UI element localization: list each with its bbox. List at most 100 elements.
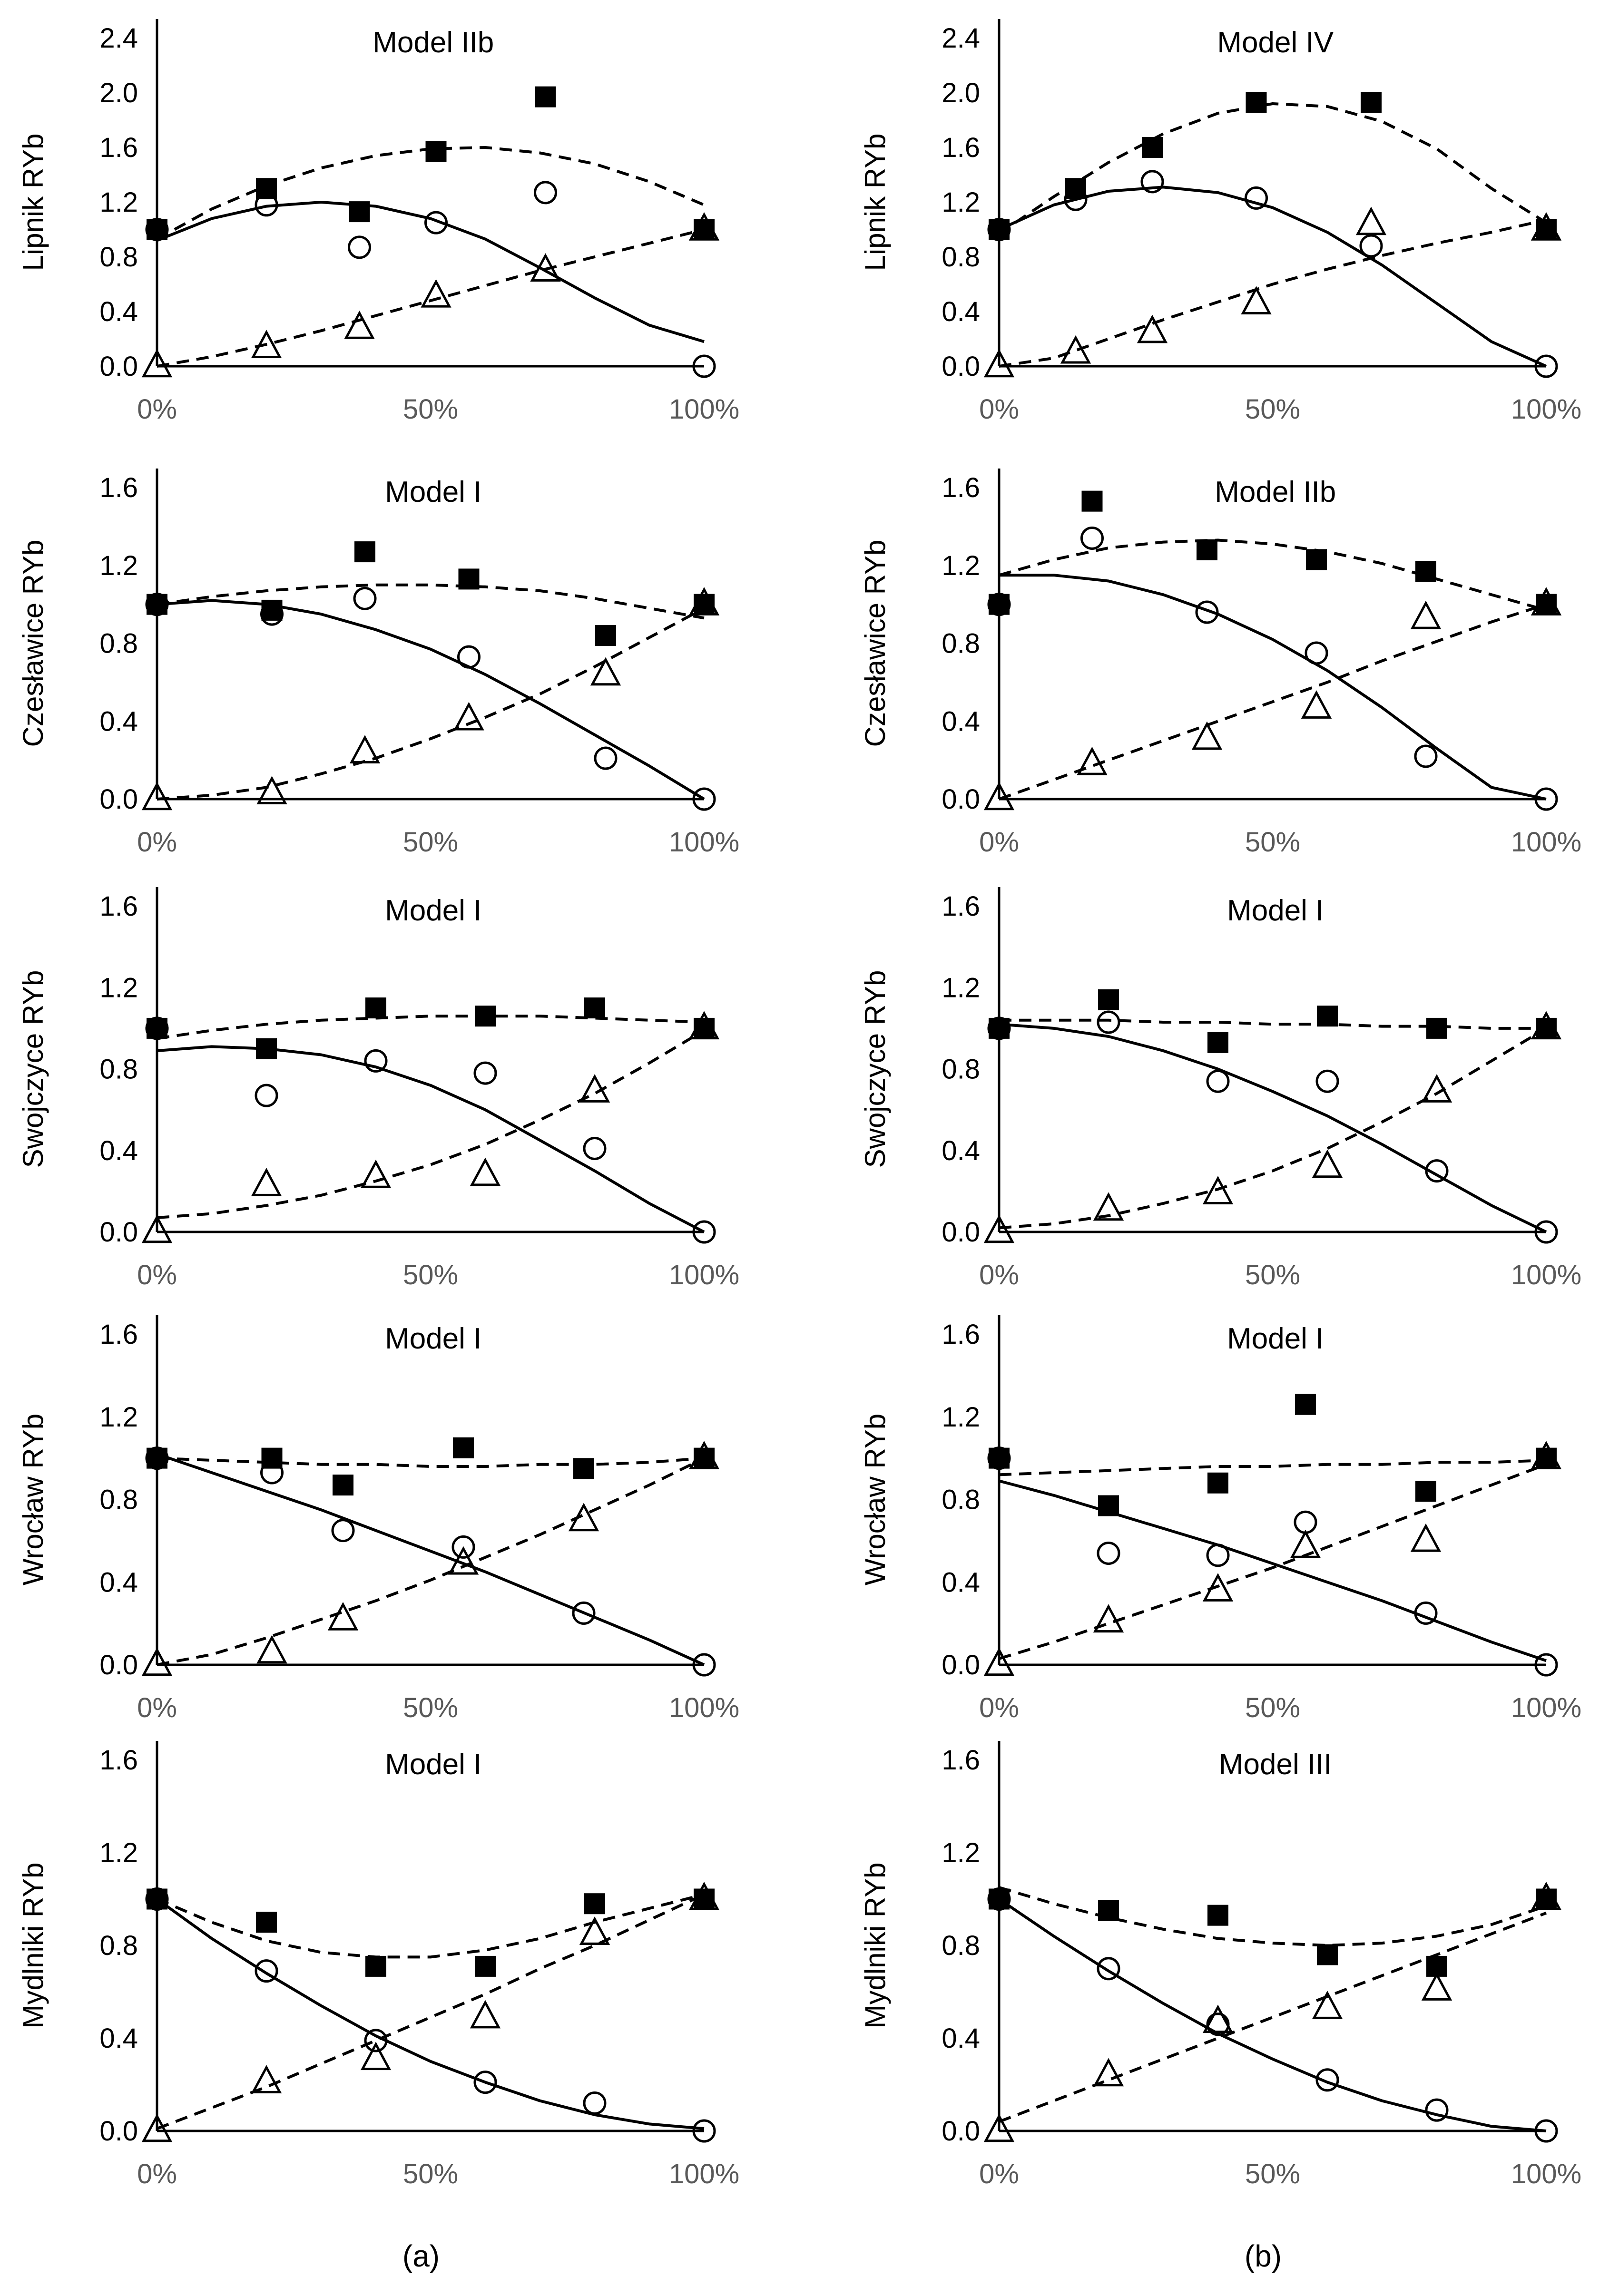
chart-panel-a-4: 0.0 0.4 0.8 1.2 1.6 0% 50% 100% Wrocław RYb Model… — [17, 1315, 739, 1723]
square-point — [453, 1437, 474, 1458]
square-point — [1142, 137, 1163, 158]
triangle-point — [141, 349, 173, 378]
square-point — [584, 997, 605, 1019]
square-point — [256, 1912, 277, 1933]
x-tick-label: 100% — [669, 827, 739, 858]
y-axis-label: Mydlniki RYb — [17, 1862, 49, 2028]
circle-point — [255, 1959, 278, 1983]
fit-line-triangles — [157, 228, 705, 368]
y-tick-label: 0.8 — [942, 1485, 980, 1515]
square-point — [147, 1447, 167, 1469]
chart-panel-a-5: 0.0 0.4 0.8 1.2 1.6 0% 50% 100% Mydlniki RYb Mode… — [17, 1741, 739, 2189]
circle-point — [1294, 1510, 1317, 1534]
circle-point — [473, 1061, 497, 1085]
circle-point — [364, 2029, 388, 2052]
chart-panel-b-5: 0.0 0.4 0.8 1.2 1.6 0% 50% 100% Mydlniki RYb Mode… — [859, 1741, 1581, 2189]
y-axis-label: Czesławice RYb — [17, 540, 49, 747]
fit-line-triangles — [999, 1463, 1547, 1660]
circle-point — [1425, 1159, 1449, 1183]
y-tick-label: 0.0 — [942, 1217, 980, 1248]
fit-line-circles — [157, 599, 705, 801]
circle-point — [692, 1220, 716, 1244]
y-tick-label: 0.8 — [942, 1054, 980, 1085]
y-axis-label: Wrocław RYb — [859, 1414, 891, 1585]
y-tick-label: 0.8 — [942, 1930, 980, 1961]
triangle-point — [141, 782, 173, 811]
triangle-point — [360, 1159, 392, 1188]
circle-point — [1097, 1010, 1120, 1034]
fit-line-squares — [999, 1459, 1547, 1476]
square-point — [1317, 1944, 1338, 1965]
y-tick-label: 1.6 — [99, 891, 138, 922]
y-tick-label: 1.2 — [99, 550, 138, 581]
circle-point — [583, 2091, 607, 2115]
y-tick-label: 1.6 — [99, 472, 138, 503]
chart-panel-a-1: 0.0 0.4 0.8 1.2 1.6 2.0 2.4 0% 50% 100% Lipnik RYb… — [17, 19, 739, 425]
x-tick-label: 0% — [137, 1692, 177, 1723]
triangle-point — [1421, 1972, 1452, 2001]
circle-point — [1534, 1220, 1558, 1244]
triangle-point — [1202, 2004, 1234, 2033]
square-point — [425, 141, 447, 162]
triangle-point — [256, 1635, 287, 1664]
triangle-point — [1410, 600, 1442, 629]
circle-point — [1534, 787, 1558, 811]
x-tick-label: 100% — [1511, 1260, 1581, 1290]
y-tick-label: 0.0 — [99, 351, 138, 382]
square-point — [1207, 1905, 1228, 1926]
triangle-point — [1093, 1192, 1124, 1221]
y-tick-label: 1.6 — [942, 472, 980, 503]
y-tick-label: 1.6 — [99, 132, 138, 163]
fit-line-squares — [999, 538, 1547, 612]
chart-panel-a-2: 0.0 0.4 0.8 1.2 1.6 0% 50% 100% Czesławice RYb Mo… — [17, 469, 739, 858]
x-tick-label: 100% — [1511, 2159, 1581, 2189]
square-point — [584, 1893, 605, 1915]
chart-title: Model I — [385, 1322, 481, 1355]
x-tick-label: 0% — [137, 827, 177, 858]
square-point — [1065, 178, 1086, 199]
fit-line-squares — [156, 1893, 705, 1959]
square-point — [147, 1888, 167, 1910]
chart-panel-b-2: 0.0 0.4 0.8 1.2 1.6 0% 50% 100% Czesławice RYb Mo… — [859, 469, 1581, 858]
y-tick-label: 0.8 — [942, 242, 980, 273]
y-tick-label: 1.6 — [99, 1319, 138, 1350]
chart-title: Model I — [385, 894, 481, 927]
circle-point — [1206, 1544, 1230, 1567]
triangle-point — [983, 782, 1015, 811]
circle-point — [1206, 1069, 1230, 1093]
y-tick-label: 1.2 — [99, 1402, 138, 1433]
triangle-point — [579, 1916, 610, 1945]
square-point — [1415, 561, 1436, 582]
square-point — [989, 219, 1010, 240]
square-point — [1098, 1495, 1119, 1516]
circle-point — [424, 211, 448, 234]
square-point — [333, 1475, 353, 1496]
x-tick-label: 0% — [979, 1260, 1019, 1290]
y-tick-label: 0.0 — [942, 351, 980, 382]
triangle-point — [1312, 1991, 1343, 2019]
circle-point — [1534, 354, 1558, 378]
triangle-point — [1060, 335, 1091, 364]
circle-point — [1245, 186, 1268, 210]
circle-point — [692, 354, 716, 378]
square-point — [595, 625, 616, 646]
chart-title: Model I — [385, 476, 481, 508]
circle-point — [1080, 526, 1104, 550]
square-point — [535, 86, 556, 107]
y-tick-label: 1.2 — [942, 1837, 980, 1868]
y-tick-label: 0.8 — [99, 1485, 138, 1515]
square-point — [1197, 539, 1217, 560]
fit-line-triangles — [999, 218, 1547, 368]
fit-line-circles — [157, 1045, 705, 1233]
square-point — [989, 1888, 1010, 1910]
triangle-point — [1202, 1176, 1234, 1204]
square-point — [573, 1458, 594, 1479]
chart-title: Model I — [1227, 1322, 1324, 1355]
x-tick-label: 100% — [669, 394, 739, 425]
y-tick-label: 0.4 — [942, 1135, 980, 1166]
x-tick-label: 50% — [1245, 827, 1300, 858]
triangle-point — [360, 2042, 392, 2071]
circle-point — [1534, 2119, 1558, 2143]
fit-line-squares — [999, 1886, 1547, 1947]
